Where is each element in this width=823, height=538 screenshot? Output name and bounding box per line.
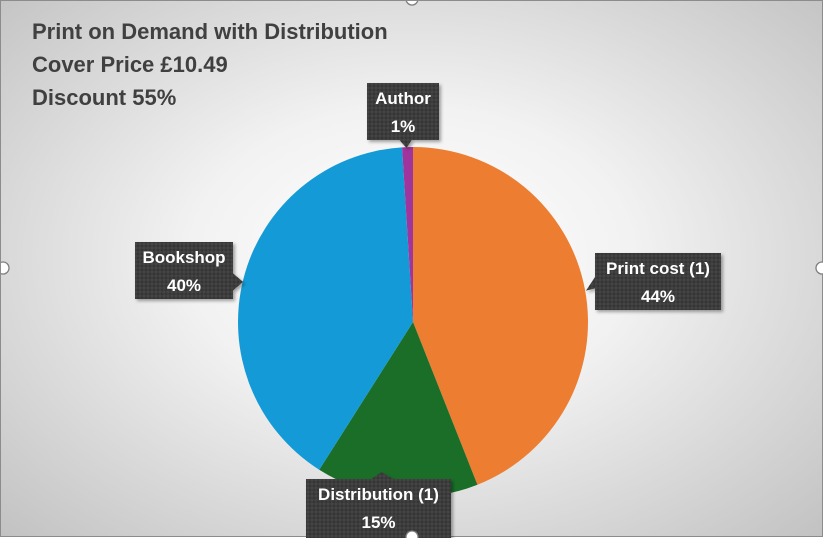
chart-title-line-3: Discount 55% <box>32 85 177 110</box>
data-label-callout[interactable]: Bookshop 40% <box>135 242 243 299</box>
callout-box <box>306 472 451 538</box>
slice-value-label: 44% <box>641 287 675 306</box>
pie-slice-author[interactable] <box>402 147 413 322</box>
slice-category-label: Distribution (1) <box>318 485 439 504</box>
data-label-callout[interactable]: Print cost (1) 44% <box>586 253 721 310</box>
pie-slice-bookshop[interactable] <box>237 147 413 470</box>
pie-slice-distribution-1[interactable] <box>319 322 478 497</box>
data-label-callout[interactable]: Author 1% <box>367 83 439 148</box>
resize-handle-right[interactable] <box>815 261 823 275</box>
slice-category-label: Print cost (1) <box>606 259 710 278</box>
slice-category-label: Author <box>375 89 431 108</box>
callout-box <box>135 242 243 299</box>
slice-value-label: 15% <box>361 513 395 532</box>
resize-handle-left[interactable] <box>1 261 10 275</box>
callout-box <box>367 83 439 148</box>
chart-title-line-1: Print on Demand with Distribution <box>32 19 388 44</box>
pie-slice-print-cost-1[interactable] <box>413 147 588 485</box>
slice-value-label: 40% <box>167 276 201 295</box>
slice-value-label: 1% <box>391 117 416 136</box>
data-label-callout[interactable]: Distribution (1) 15% <box>306 472 451 538</box>
callout-box <box>586 253 721 310</box>
slice-category-label: Bookshop <box>142 248 225 267</box>
chart-title-line-2: Cover Price £10.49 <box>32 52 228 77</box>
resize-handle-top[interactable] <box>405 1 419 6</box>
